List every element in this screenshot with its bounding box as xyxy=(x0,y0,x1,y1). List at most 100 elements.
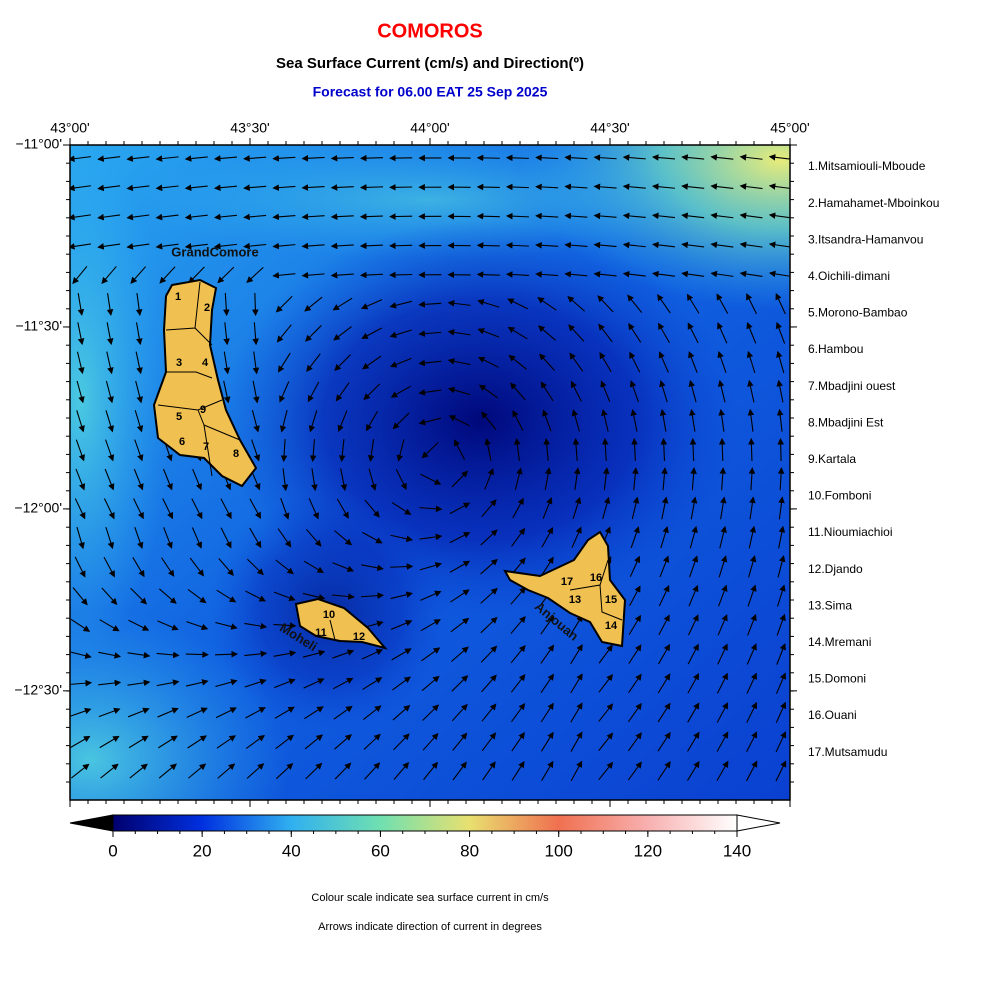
current-arrow xyxy=(537,297,557,311)
current-arrow xyxy=(104,468,115,491)
current-arrow xyxy=(72,587,88,606)
current-arrow xyxy=(126,184,150,192)
current-arrow xyxy=(481,499,497,518)
current-arrow xyxy=(570,673,583,694)
current-arrow xyxy=(135,322,143,346)
current-arrow xyxy=(658,351,669,373)
current-arrow xyxy=(593,270,617,278)
current-arrow xyxy=(600,380,611,402)
current-arrow xyxy=(746,672,757,694)
note: Arrows indicate direction of current in … xyxy=(318,921,542,933)
current-arrow xyxy=(272,184,296,191)
current-arrow xyxy=(747,379,755,403)
current-arrow xyxy=(332,562,355,572)
current-arrow xyxy=(746,321,757,344)
current-arrow xyxy=(687,702,700,723)
current-arrow xyxy=(768,154,790,161)
current-arrow xyxy=(391,501,412,515)
current-arrow xyxy=(330,154,354,162)
current-arrow xyxy=(72,265,88,285)
current-arrow xyxy=(245,734,266,749)
region-legend-entry: 7.Mbadjini ouest xyxy=(808,379,896,393)
current-arrow xyxy=(332,677,354,690)
current-arrow xyxy=(364,762,381,780)
current-arrow xyxy=(99,735,120,749)
region-number: 14 xyxy=(605,620,618,632)
region-number: 5 xyxy=(176,411,182,423)
current-arrow xyxy=(540,702,554,723)
current-arrow xyxy=(129,763,148,779)
colorbar xyxy=(69,814,781,832)
current-arrow xyxy=(215,621,238,630)
current-arrow xyxy=(629,380,639,403)
current-arrow xyxy=(301,213,325,221)
current-arrow xyxy=(97,184,121,192)
current-arrow xyxy=(480,529,498,546)
current-arrow xyxy=(747,613,757,636)
current-arrow xyxy=(718,584,728,607)
current-arrow xyxy=(216,735,237,749)
current-arrow xyxy=(156,679,180,687)
current-arrow xyxy=(330,242,354,250)
current-arrow xyxy=(601,409,609,432)
current-arrow xyxy=(544,467,552,491)
current-arrow xyxy=(777,437,784,462)
current-arrow xyxy=(421,647,441,662)
current-arrow xyxy=(627,702,642,723)
current-arrow xyxy=(477,299,500,308)
region-legend-entry: 3.Itsandra-Hamanvou xyxy=(808,232,923,246)
current-arrow xyxy=(75,468,86,491)
current-arrow xyxy=(570,731,583,752)
current-arrow xyxy=(598,703,614,722)
current-arrow xyxy=(76,380,85,404)
current-arrow xyxy=(272,213,296,221)
current-arrow xyxy=(393,762,410,780)
current-arrow xyxy=(273,678,296,689)
current-arrow xyxy=(301,155,325,162)
current-arrow xyxy=(570,380,582,402)
current-arrow xyxy=(367,439,375,462)
current-arrow xyxy=(252,380,260,404)
current-arrow xyxy=(395,469,407,491)
current-arrow xyxy=(657,761,671,781)
current-arrow xyxy=(74,556,86,578)
region-legend-entry: 14.Mremani xyxy=(808,635,871,649)
current-arrow xyxy=(304,734,324,750)
current-arrow xyxy=(686,760,700,781)
current-arrow xyxy=(687,643,699,665)
current-arrow xyxy=(688,379,697,403)
current-arrow xyxy=(452,732,468,751)
current-arrow xyxy=(775,701,787,724)
current-arrow xyxy=(716,760,729,782)
current-arrow xyxy=(334,762,352,780)
current-arrow xyxy=(135,351,143,375)
title: COMOROS xyxy=(377,20,483,42)
current-arrow xyxy=(627,294,643,313)
current-arrow xyxy=(188,763,207,779)
current-arrow xyxy=(252,322,259,346)
y-tick-label: −12°00' xyxy=(14,500,62,516)
current-arrow xyxy=(184,242,208,250)
current-arrow xyxy=(75,439,85,462)
current-arrow xyxy=(217,763,236,779)
current-arrow xyxy=(540,673,555,693)
current-arrow xyxy=(776,350,785,374)
current-arrow xyxy=(746,350,756,374)
current-arrow xyxy=(593,154,617,161)
colorbar-tick-label: 20 xyxy=(193,841,212,860)
current-arrow xyxy=(74,498,86,520)
note: Colour scale indicate sea surface curren… xyxy=(311,892,549,904)
current-arrow xyxy=(748,437,755,462)
current-arrow xyxy=(747,584,757,607)
current-arrow xyxy=(477,356,499,368)
current-arrow xyxy=(332,649,355,659)
current-arrow xyxy=(716,293,729,314)
current-arrow xyxy=(243,155,267,162)
current-arrow xyxy=(360,592,385,599)
current-arrow xyxy=(622,270,646,278)
island-anjouan xyxy=(503,530,627,648)
current-arrow xyxy=(717,643,728,665)
current-arrow xyxy=(631,437,638,462)
current-arrow xyxy=(361,327,382,339)
current-arrow xyxy=(359,242,384,250)
